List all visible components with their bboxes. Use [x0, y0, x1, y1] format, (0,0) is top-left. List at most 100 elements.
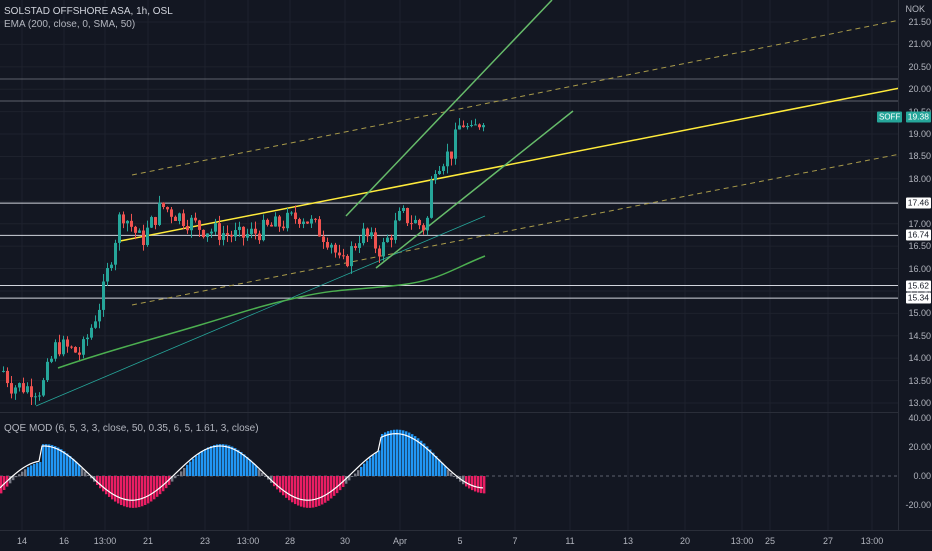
- qqe-histogram-bar: [300, 476, 303, 507]
- qqe-histogram-bar: [387, 431, 390, 476]
- candle-body: [126, 220, 129, 224]
- candle-body: [322, 236, 325, 242]
- candle-body: [442, 166, 445, 171]
- qqe-histogram-bar: [195, 455, 198, 476]
- qqe-histogram-bar: [225, 444, 228, 476]
- time-label: 25: [764, 536, 776, 546]
- qqe-histogram-bar: [474, 476, 477, 492]
- time-label: 14: [16, 536, 28, 546]
- candle-body: [98, 309, 101, 322]
- candle-body: [90, 327, 93, 338]
- qqe-histogram-bar: [399, 429, 402, 476]
- candle-body: [282, 226, 285, 229]
- time-label: 13:00: [860, 536, 884, 546]
- qqe-histogram-bar: [102, 476, 105, 492]
- candle-body: [46, 361, 49, 381]
- qqe-histogram-bar: [111, 476, 114, 500]
- qqe-histogram-bar: [264, 476, 267, 477]
- candle-body: [2, 370, 5, 372]
- qqe-histogram-bar: [429, 449, 432, 476]
- candle-body: [338, 252, 341, 256]
- candle-body: [370, 232, 373, 237]
- price-tick: 14.00: [908, 353, 931, 364]
- qqe-histogram-bar: [471, 476, 474, 491]
- qqe-histogram-bar: [291, 476, 294, 503]
- qqe-tick: 20.00: [908, 442, 931, 452]
- price-axis[interactable]: NOK 21.5021.0020.5020.0019.5019.0018.501…: [898, 0, 932, 550]
- qqe-histogram-bar: [369, 457, 372, 476]
- qqe-histogram-bar: [39, 462, 42, 476]
- symbol-title: SOLSTAD OFFSHORE ASA, 1h, OSL: [4, 6, 173, 17]
- qqe-histogram-bar: [168, 476, 171, 485]
- qqe-histogram-bar: [129, 476, 132, 508]
- qqe-histogram-bar: [177, 474, 180, 476]
- time-label: 13:00: [730, 536, 754, 546]
- qqe-histogram-bar: [42, 444, 45, 476]
- qqe-label: QQE MOD (6, 5, 3, 3, close, 50, 0.35, 6,…: [4, 423, 259, 434]
- candle-body: [378, 248, 381, 257]
- price-tick: 13.50: [908, 375, 931, 386]
- support-line: [35, 215, 486, 407]
- candle-body: [466, 126, 469, 128]
- candle-body: [430, 180, 433, 218]
- qqe-histogram-bar: [201, 451, 204, 476]
- qqe-histogram-bar: [483, 476, 486, 494]
- candle-body: [42, 380, 45, 396]
- qqe-histogram-bar: [12, 476, 15, 481]
- qqe-histogram-bar: [33, 463, 36, 476]
- upper-channel-dashed: [131, 19, 901, 176]
- qqe-histogram-bar: [63, 451, 66, 476]
- qqe-histogram-bar: [435, 456, 438, 476]
- time-label: 11: [565, 536, 575, 546]
- pane-separator[interactable]: [0, 412, 898, 413]
- price-tick: 18.00: [908, 173, 931, 184]
- candle-body: [138, 230, 141, 233]
- price-badge: 19.38: [905, 111, 931, 123]
- qqe-histogram-bar: [189, 461, 192, 476]
- candle-body: [314, 218, 317, 220]
- qqe-histogram-bar: [249, 459, 252, 476]
- qqe-histogram-bar: [339, 476, 342, 491]
- price-tick: 14.50: [908, 330, 931, 341]
- price-tick: 16.00: [908, 263, 931, 274]
- currency-label: NOK: [905, 4, 925, 14]
- qqe-histogram-bar: [312, 476, 315, 508]
- qqe-histogram-bar: [324, 476, 327, 503]
- qqe-histogram-bar: [210, 446, 213, 476]
- time-label: 23: [199, 536, 211, 546]
- price-tick: 21.50: [908, 17, 931, 27]
- time-axis[interactable]: [0, 530, 932, 551]
- qqe-histogram-bar: [30, 465, 33, 476]
- candle-body: [410, 223, 413, 225]
- candle-body: [190, 217, 193, 231]
- candle-body: [218, 223, 221, 240]
- candle-body: [186, 225, 189, 231]
- candle-body: [206, 233, 209, 238]
- qqe-histogram-bar: [66, 453, 69, 476]
- qqe-histogram-bar: [192, 458, 195, 476]
- qqe-histogram-bar: [3, 476, 6, 490]
- price-tick: 15.00: [908, 308, 931, 319]
- candle-body: [146, 227, 149, 246]
- candle-body: [154, 217, 157, 225]
- qqe-histogram-bar: [402, 430, 405, 476]
- time-label: 13: [622, 536, 634, 546]
- ema-legend[interactable]: EMA (200, close, 0, SMA, 50): [4, 19, 135, 30]
- symbol-legend[interactable]: SOLSTAD OFFSHORE ASA, 1h, OSL: [4, 6, 173, 17]
- qqe-legend[interactable]: QQE MOD (6, 5, 3, 3, close, 50, 0.35, 6,…: [4, 423, 259, 434]
- qqe-histogram-bar: [348, 476, 351, 481]
- qqe-histogram-bar: [408, 432, 411, 476]
- candle-body: [346, 255, 349, 267]
- qqe-histogram-bar: [393, 429, 396, 476]
- candle-body: [130, 220, 133, 227]
- candle-body: [58, 342, 61, 355]
- candle-body: [318, 219, 321, 237]
- candle-body: [310, 218, 313, 224]
- ema-line: [57, 255, 486, 369]
- qqe-histogram-bar: [279, 476, 282, 493]
- qqe-histogram-bar: [213, 445, 216, 476]
- qqe-histogram-bar: [27, 467, 30, 476]
- qqe-histogram-bar: [381, 433, 384, 476]
- candle-body: [334, 244, 337, 253]
